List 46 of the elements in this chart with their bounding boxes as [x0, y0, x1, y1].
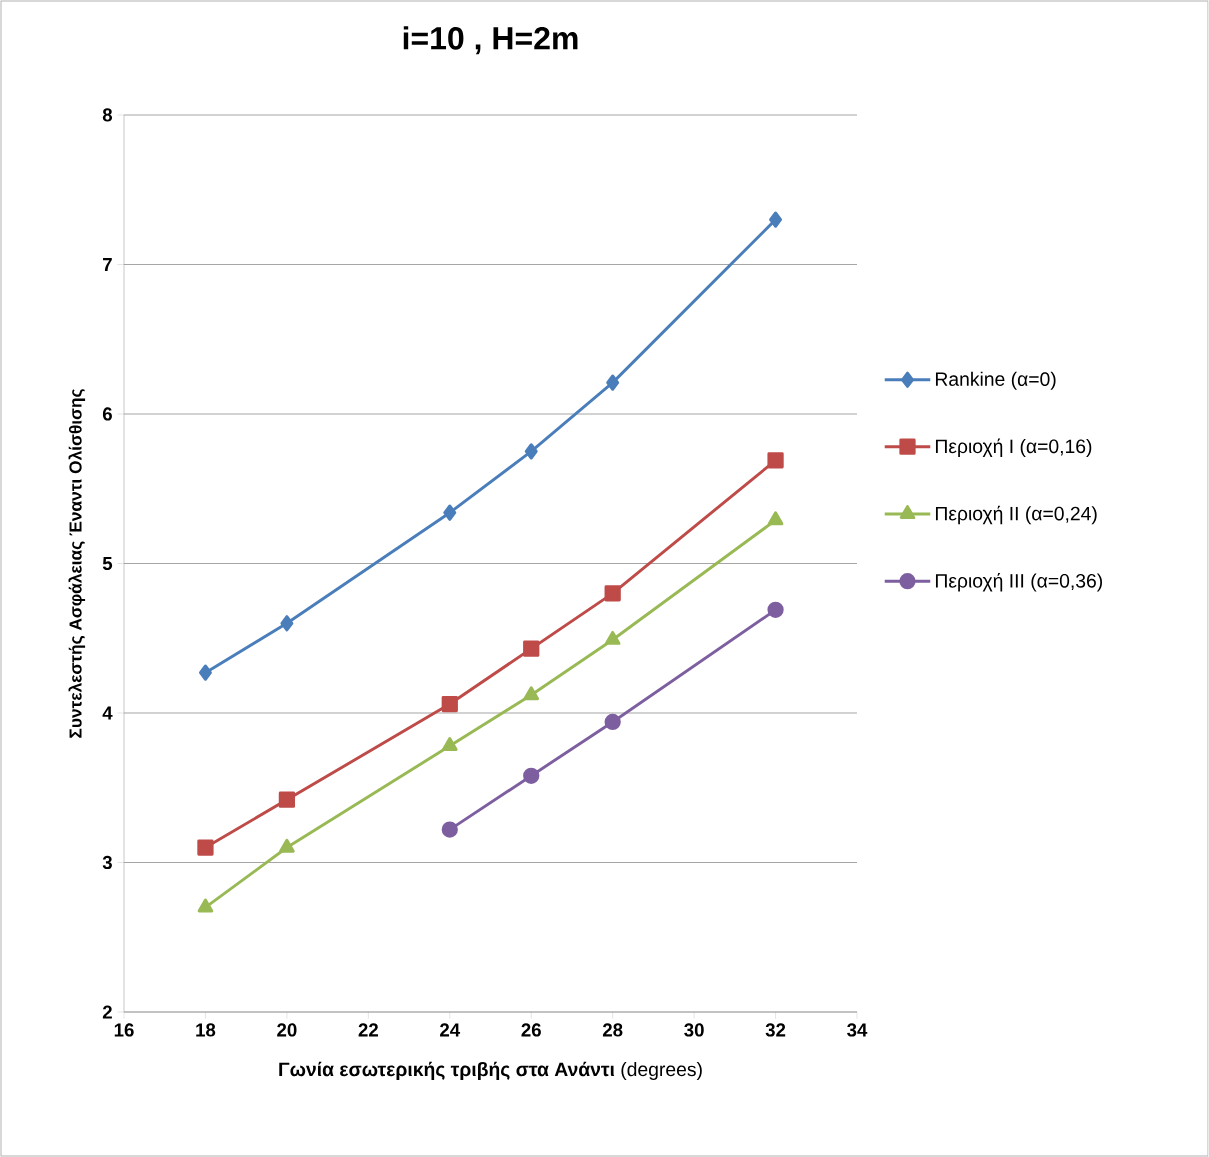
point	[524, 443, 538, 460]
point	[767, 601, 784, 618]
y-tick-label: 3	[102, 855, 112, 870]
point	[523, 686, 540, 701]
x-tick-label: 32	[765, 1023, 786, 1037]
point	[441, 821, 458, 838]
point	[441, 695, 458, 713]
y-tick-label: 6	[102, 407, 112, 421]
y-tick-label: 5	[102, 556, 113, 571]
point	[523, 767, 540, 784]
point	[604, 713, 621, 731]
y-tick-label: 7	[103, 258, 112, 271]
point	[604, 630, 621, 645]
x-tick-label: 16	[114, 1023, 134, 1037]
point	[769, 211, 783, 228]
point	[767, 452, 784, 469]
y-tick-label: 4	[102, 706, 113, 720]
point	[280, 615, 294, 632]
point	[441, 737, 458, 752]
point	[443, 504, 457, 521]
point	[279, 838, 295, 853]
y-tick-label: 2	[102, 1005, 112, 1019]
point	[278, 791, 296, 808]
point	[197, 839, 214, 856]
x-tick-label: 26	[521, 1023, 541, 1037]
legend-label: Rankine (α=0)	[935, 371, 1056, 390]
x-tick-label: 22	[358, 1023, 378, 1037]
point	[606, 374, 620, 391]
legend-label: Περιοχή I (α=0,16)	[935, 438, 1092, 458]
chart-title: i=10 , H=2m	[403, 26, 578, 55]
point	[767, 511, 784, 526]
x-tick-label: 30	[684, 1023, 704, 1037]
x-tick-label: 20	[277, 1023, 297, 1037]
point	[197, 898, 214, 913]
legend-label: Περιοχή III (α=0,36)	[935, 572, 1103, 592]
y-tick-label: 8	[102, 108, 113, 122]
x-tick-label: 18	[196, 1023, 216, 1037]
x-tick-label: 34	[847, 1023, 868, 1037]
point	[604, 585, 621, 602]
legend-label: Περιοχή II (α=0,24)	[935, 505, 1097, 525]
point	[198, 664, 212, 681]
x-tick-label: 24	[440, 1023, 461, 1037]
x-tick-label: 28	[602, 1023, 623, 1037]
y-axis-title: Συντελεστής Ασφάλειας Έναντι Ολίσθισης	[68, 389, 86, 738]
x-axis-title: Γωνία εσωτερικής τριβής στα Ανάντι (degrees)	[279, 1061, 702, 1081]
point	[523, 640, 540, 657]
